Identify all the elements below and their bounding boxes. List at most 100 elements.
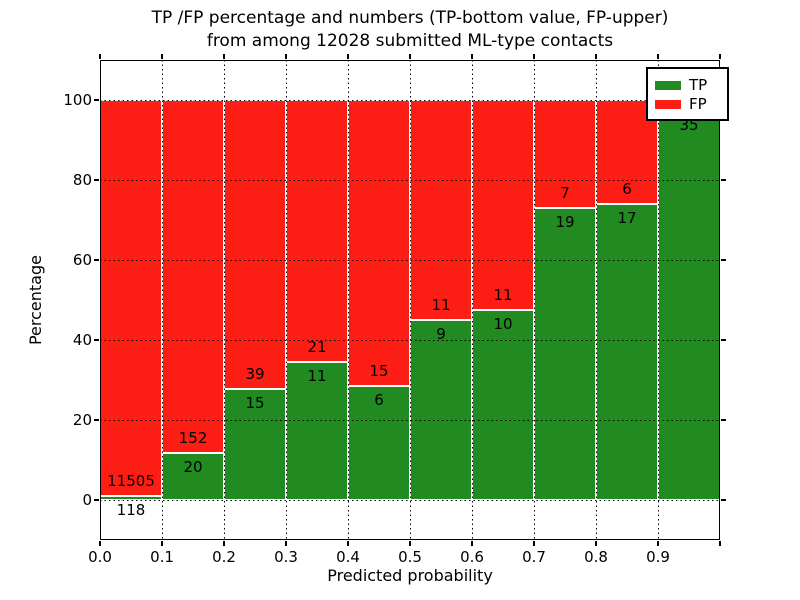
x-tick — [533, 54, 535, 59]
legend-label: TP — [689, 76, 708, 94]
bar-segment-tp — [472, 309, 534, 500]
legend-item: FP — [655, 96, 721, 112]
gridline — [223, 60, 225, 540]
bar-segment-tp — [658, 111, 720, 500]
x-tick-label: 0.0 — [88, 548, 112, 566]
bar-count-label-fp: 15 — [369, 361, 389, 380]
bar-count-label-tp: 15 — [245, 393, 265, 412]
bar-segment-fp — [162, 100, 224, 454]
bar-segment-tp — [286, 362, 348, 500]
bar-count-label-fp: 39 — [245, 364, 265, 383]
x-tick — [471, 541, 473, 546]
x-axis-label: Predicted probability — [327, 566, 493, 585]
gridline — [595, 60, 597, 540]
x-tick — [347, 54, 349, 59]
bar-segment-tp — [162, 453, 224, 500]
x-tick-label: 0.6 — [460, 548, 484, 566]
bar-count-label-fp: 7 — [560, 183, 570, 202]
bar-segment-tp — [534, 207, 596, 500]
bar-count-label-fp: 21 — [307, 338, 327, 357]
bar-count-label-tp: 118 — [116, 500, 146, 519]
x-tick — [285, 54, 287, 59]
gridline — [533, 60, 535, 540]
bar-segment-fp — [348, 100, 410, 386]
gridline — [347, 60, 349, 540]
bar-count-label-tp: 11 — [307, 367, 327, 386]
x-tick — [99, 541, 101, 546]
bar-segment-tp — [224, 388, 286, 500]
x-tick — [223, 541, 225, 546]
y-tick — [721, 499, 726, 501]
bar-segment-fp — [286, 100, 348, 363]
x-tick — [409, 541, 411, 546]
x-tick — [657, 54, 659, 59]
x-tick — [285, 541, 287, 546]
x-tick — [223, 54, 225, 59]
bar-count-label-tp: 10 — [493, 314, 513, 333]
x-tick — [657, 541, 659, 546]
bar-segment-fp — [472, 100, 534, 310]
x-tick-label: 0.2 — [212, 548, 236, 566]
y-tick-label: 0 — [82, 491, 92, 509]
bar-segment-fp — [534, 100, 596, 208]
bar-segment-tp — [596, 204, 658, 500]
x-tick — [719, 541, 721, 546]
x-tick-label: 0.5 — [398, 548, 422, 566]
y-tick — [94, 499, 99, 501]
y-tick — [94, 419, 99, 421]
bar-count-label-fp: 11 — [493, 285, 513, 304]
y-tick — [94, 259, 99, 261]
bar-count-label-tp: 20 — [183, 458, 203, 477]
legend-swatch-tp — [655, 80, 681, 90]
x-tick — [161, 54, 163, 59]
gridline — [471, 60, 473, 540]
bar-segment-fp — [100, 100, 162, 496]
x-tick-label: 0.7 — [522, 548, 546, 566]
x-tick — [595, 541, 597, 546]
chart-title-line2: from among 12028 submitted ML-type conta… — [206, 31, 614, 51]
legend: TP FP — [646, 67, 729, 121]
bar-count-label-fp: 6 — [622, 180, 632, 199]
y-tick — [94, 99, 99, 101]
gridline — [657, 60, 659, 540]
legend-item: TP — [655, 77, 721, 93]
y-tick-label: 40 — [72, 331, 92, 349]
x-tick — [409, 54, 411, 59]
plot-area: Predicted probability Percentage TP FP 0.… — [26, 54, 729, 585]
y-tick-label: 100 — [63, 91, 92, 109]
x-tick-label: 0.3 — [274, 548, 298, 566]
x-tick-label: 0.8 — [584, 548, 608, 566]
bar-count-label-tp: 9 — [436, 325, 446, 343]
y-tick — [721, 259, 726, 261]
y-tick-label: 80 — [72, 171, 92, 189]
bar-count-label-tp: 6 — [374, 390, 384, 409]
bar-segment-tp — [410, 320, 472, 500]
bar-count-label-fp: 11 — [431, 296, 451, 314]
x-tick-label: 0.9 — [646, 548, 670, 566]
y-tick — [721, 339, 726, 341]
x-tick — [533, 541, 535, 546]
y-tick — [721, 179, 726, 181]
bar-count-label-tp: 17 — [617, 209, 637, 228]
x-tick — [719, 54, 721, 59]
y-tick-label: 20 — [72, 411, 92, 429]
x-tick-label: 0.4 — [336, 548, 360, 566]
legend-swatch-fp — [655, 99, 681, 109]
x-tick — [161, 541, 163, 546]
bar-count-label-fp: 11505 — [107, 471, 155, 490]
x-tick — [99, 54, 101, 59]
chart-title-line1: TP /FP percentage and numbers (TP-bottom… — [151, 8, 669, 28]
y-tick-label: 60 — [72, 251, 92, 269]
bar-count-label-tp: 19 — [555, 212, 575, 231]
x-tick-label: 0.1 — [150, 548, 174, 566]
gridline — [161, 60, 163, 540]
y-axis-label: Percentage — [26, 255, 45, 346]
y-tick — [721, 419, 726, 421]
bar-count-label-fp: 152 — [178, 429, 208, 448]
x-tick — [595, 54, 597, 59]
x-tick — [471, 54, 473, 59]
legend-label: FP — [689, 95, 707, 113]
y-tick — [94, 179, 99, 181]
chart-title: TP /FP percentage and numbers (TP-bottom… — [100, 7, 720, 53]
